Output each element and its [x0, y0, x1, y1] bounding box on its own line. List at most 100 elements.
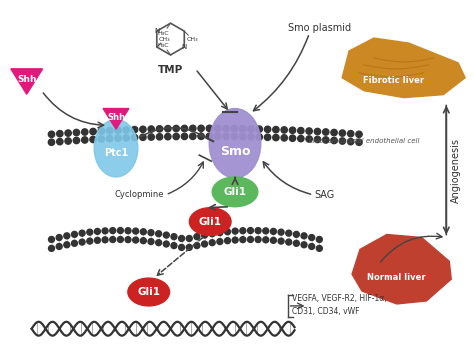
Circle shape	[331, 137, 337, 144]
Circle shape	[298, 128, 304, 134]
Ellipse shape	[209, 108, 261, 178]
Circle shape	[155, 231, 162, 237]
Circle shape	[273, 135, 279, 141]
Circle shape	[79, 230, 85, 236]
Circle shape	[293, 240, 300, 246]
Circle shape	[264, 126, 271, 132]
Circle shape	[125, 237, 131, 243]
Circle shape	[131, 135, 138, 141]
Circle shape	[131, 127, 138, 133]
Circle shape	[79, 239, 85, 245]
Polygon shape	[352, 235, 451, 304]
Circle shape	[209, 240, 215, 246]
Circle shape	[206, 125, 212, 131]
Circle shape	[306, 128, 312, 134]
Circle shape	[73, 129, 80, 136]
Circle shape	[48, 236, 55, 243]
Circle shape	[231, 133, 237, 140]
Circle shape	[48, 139, 55, 146]
Text: Shh: Shh	[17, 75, 36, 84]
Circle shape	[201, 241, 208, 247]
Circle shape	[273, 127, 279, 133]
Text: Liver sinusoidal endothelial cell: Liver sinusoidal endothelial cell	[310, 138, 420, 144]
Circle shape	[331, 129, 337, 136]
Circle shape	[65, 138, 71, 144]
Circle shape	[239, 126, 246, 132]
Circle shape	[248, 126, 254, 132]
Circle shape	[182, 125, 188, 132]
Circle shape	[64, 233, 70, 239]
Circle shape	[278, 238, 284, 244]
Circle shape	[323, 129, 329, 135]
Circle shape	[56, 235, 62, 240]
Circle shape	[323, 137, 329, 143]
Circle shape	[286, 230, 292, 236]
Circle shape	[240, 237, 246, 243]
Text: Gli1: Gli1	[224, 187, 246, 197]
Circle shape	[263, 237, 269, 243]
Circle shape	[215, 133, 221, 140]
Circle shape	[98, 128, 105, 134]
Circle shape	[148, 239, 154, 245]
Circle shape	[289, 135, 296, 141]
Circle shape	[264, 134, 271, 140]
Circle shape	[281, 135, 287, 141]
Circle shape	[65, 130, 71, 136]
Circle shape	[231, 126, 237, 132]
Text: Fibrotic liver: Fibrotic liver	[363, 76, 424, 85]
Text: Angiogenesis: Angiogenesis	[451, 138, 461, 203]
Circle shape	[356, 131, 362, 138]
Circle shape	[115, 135, 121, 141]
Circle shape	[123, 135, 129, 141]
Circle shape	[171, 243, 177, 249]
Ellipse shape	[190, 208, 231, 236]
Circle shape	[94, 237, 100, 243]
Circle shape	[57, 138, 63, 145]
Circle shape	[164, 232, 169, 238]
Circle shape	[281, 127, 287, 133]
Circle shape	[90, 128, 96, 135]
Circle shape	[190, 125, 196, 131]
Ellipse shape	[212, 177, 258, 207]
Circle shape	[301, 233, 307, 239]
Circle shape	[306, 136, 312, 142]
Text: Ptc1: Ptc1	[104, 148, 128, 158]
Circle shape	[123, 127, 129, 133]
Ellipse shape	[94, 119, 138, 177]
Circle shape	[118, 227, 123, 234]
Circle shape	[316, 236, 322, 243]
Text: Smo: Smo	[220, 145, 250, 158]
Circle shape	[155, 240, 162, 246]
Circle shape	[301, 242, 307, 248]
Circle shape	[271, 228, 276, 234]
Text: Smo plasmid: Smo plasmid	[288, 23, 351, 33]
Circle shape	[314, 128, 320, 135]
Circle shape	[309, 244, 315, 249]
Circle shape	[140, 134, 146, 140]
Circle shape	[148, 126, 155, 132]
Circle shape	[148, 230, 154, 236]
Circle shape	[232, 228, 238, 234]
Text: CH₃: CH₃	[186, 36, 198, 42]
Circle shape	[225, 238, 230, 244]
Text: H₃C: H₃C	[158, 31, 169, 36]
Circle shape	[110, 228, 116, 234]
Text: Normal liver: Normal liver	[367, 273, 426, 282]
Circle shape	[171, 234, 177, 240]
Circle shape	[232, 237, 238, 243]
Circle shape	[347, 130, 354, 137]
Circle shape	[115, 127, 121, 133]
Circle shape	[314, 136, 320, 143]
Circle shape	[347, 138, 354, 145]
Circle shape	[48, 245, 55, 251]
Circle shape	[247, 236, 254, 243]
Circle shape	[225, 229, 230, 235]
Circle shape	[248, 133, 254, 140]
Text: Cyclopmine: Cyclopmine	[114, 190, 164, 199]
Text: VEGFA, VEGF-R2, HIF-1α,
CD31, CD34, vWF: VEGFA, VEGF-R2, HIF-1α, CD31, CD34, vWF	[292, 294, 386, 315]
Text: SAG: SAG	[314, 190, 335, 200]
Ellipse shape	[128, 278, 170, 306]
Circle shape	[316, 245, 322, 251]
Circle shape	[247, 227, 254, 234]
Circle shape	[339, 138, 346, 144]
